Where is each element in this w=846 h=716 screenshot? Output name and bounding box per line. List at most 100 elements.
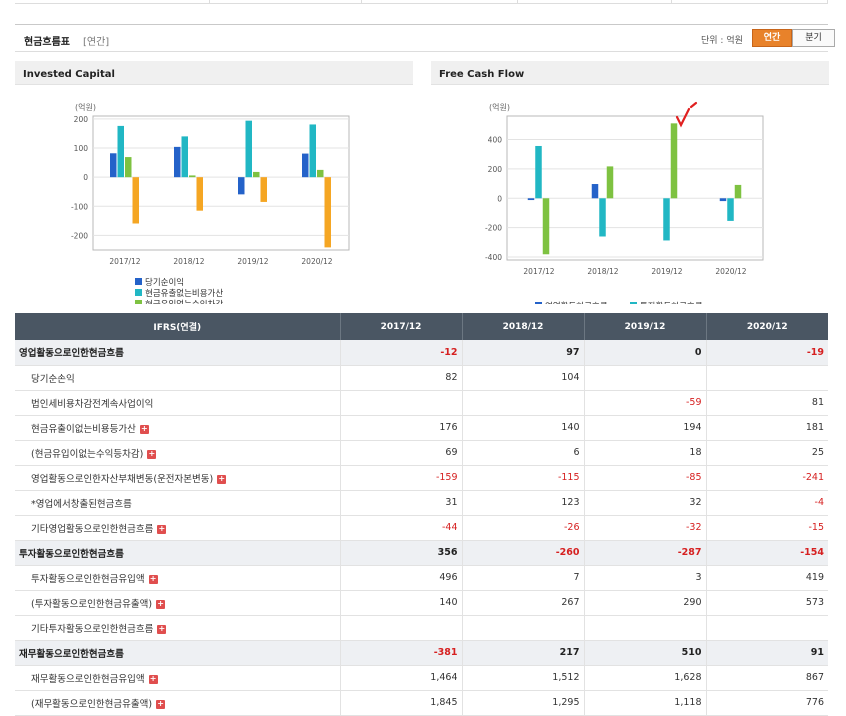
row-label: 투자활동으로인한현금유입액 (31, 573, 145, 585)
value-cell: 1,464 (339, 665, 462, 691)
value-cell: 7 (461, 565, 584, 591)
table-row: 법인세비용차감전계속사업이익 -59 81 (15, 390, 828, 416)
bar (317, 169, 324, 178)
header-period: 2017/12 (339, 313, 462, 340)
expand-plus-icon[interactable]: + (156, 698, 166, 709)
y-tick-label: 100 (74, 144, 89, 153)
value-cell: 1,628 (583, 665, 706, 691)
value-cell: 1,295 (461, 690, 584, 716)
legend-swatch (630, 302, 637, 304)
table-row: 재무활동으로인한현금유입액 +1,464 1,512 1,628 867 (15, 665, 828, 691)
value-cell: 31 (339, 490, 462, 516)
value-cell: 356 (339, 540, 462, 566)
table-row: 영업활동으로인한자산부채변동(운전자본변동) + -159 -115 -85 -241 (15, 465, 828, 491)
legend-label: 영업활동현금흐름 (545, 301, 608, 304)
value-cell: 867 (705, 665, 828, 691)
expand-plus-icon[interactable]: + (157, 623, 167, 634)
bar (606, 166, 614, 199)
value-cell: 81 (705, 390, 828, 416)
expand-plus-icon[interactable]: + (139, 423, 149, 434)
x-tick-label: 2020/12 (715, 267, 746, 276)
x-tick-label: 2017/12 (109, 257, 140, 266)
value-cell: 181 (705, 415, 828, 441)
value-cell: -241 (705, 465, 828, 491)
y-tick-label: -400 (485, 253, 502, 262)
bar (542, 198, 550, 255)
value-cell: 18 (583, 440, 706, 466)
row-label: 기타영업활동으로인한현금흐름 (31, 523, 154, 535)
table-row: (투자활동으로인한현금유출액) +140 267 290 573 (15, 590, 828, 616)
section-subtitle: [연간] (83, 37, 110, 48)
table-row: 당기순손익 82 104 (15, 365, 828, 391)
table-row: (재무활동으로인한현금유출액) +1,845 1,295 1,118 776 (15, 690, 828, 716)
y-tick-label: 400 (488, 136, 503, 145)
value-cell: 1,845 (339, 690, 462, 716)
y-tick-label: 200 (74, 115, 89, 124)
x-tick-label: 2017/12 (523, 267, 554, 276)
value-cell: -44 (339, 515, 462, 541)
row-label: 영업활동으로인한자산부채변동(운전자본변동) (31, 473, 214, 485)
expand-plus-icon[interactable]: + (217, 473, 227, 484)
value-cell: 25 (705, 440, 828, 466)
x-tick-label: 2018/12 (173, 257, 204, 266)
row-label-cell: 재무활동으로인한현금유입액 + (15, 665, 340, 691)
bar (253, 171, 260, 178)
bar (527, 198, 535, 201)
table-header-row: IFRS(연결) 2017/12 2018/12 2019/12 2020/12 (15, 313, 828, 340)
expand-plus-icon[interactable]: + (156, 598, 166, 609)
value-cell: -4 (705, 490, 828, 516)
row-label-cell: 영업활동으로인한자산부채변동(운전자본변동) + (15, 465, 340, 491)
row-label: (현금유입이없는수익등차감) (31, 448, 144, 460)
expand-plus-icon[interactable]: + (157, 523, 167, 534)
bar (181, 136, 188, 178)
value-cell (461, 615, 584, 641)
value-cell: -287 (583, 540, 706, 566)
expand-plus-icon[interactable]: + (147, 448, 157, 459)
table-row: 현금유출이없는비용등가산 +176 140 194 181 (15, 415, 828, 441)
table-row-total: 투자활동으로인한현금흐름 356 -260 -287 -154 (15, 540, 828, 566)
table-body: 영업활동으로인한현금흐름 -12 97 0 -19 당기순손익 82 104 법인세비용차감전계… (15, 340, 828, 716)
bar (535, 145, 542, 199)
row-label: (재무활동으로인한현금유출액) (31, 698, 153, 710)
value-cell: 510 (583, 640, 706, 666)
value-cell: 140 (339, 590, 462, 616)
table-row: *영업에서창출된현금흐름 31 123 32 -4 (15, 490, 828, 516)
value-cell: 776 (705, 690, 828, 716)
bar (196, 177, 203, 211)
value-cell: 104 (461, 365, 584, 391)
value-cell: -15 (705, 515, 828, 541)
y-axis-label: (억원) (75, 102, 96, 112)
tab-quarter[interactable]: 분기 (792, 29, 835, 47)
legend-item: 영업활동현금흐름 (535, 301, 608, 304)
value-cell: -85 (583, 465, 706, 491)
expand-plus-icon[interactable]: + (148, 573, 158, 584)
y-tick-label: -200 (71, 231, 88, 240)
row-label: (투자활동으로인한현금유출액) (31, 598, 153, 610)
y-tick-label: -100 (71, 202, 88, 211)
value-cell: 496 (339, 565, 462, 591)
y-axis-label: (억원) (489, 102, 510, 112)
legend-label: 당기순이익 (145, 277, 184, 288)
bar (599, 198, 606, 237)
table-row: 기타투자활동으로인한현금흐름 + (15, 615, 828, 641)
value-cell: 267 (461, 590, 584, 616)
table-row: 기타영업활동으로인한현금흐름 + -44 -26 -32 -15 (15, 515, 828, 541)
header-period: 2018/12 (461, 313, 584, 340)
bar (309, 124, 316, 178)
row-label-cell: 투자활동으로인한현금유입액 + (15, 565, 340, 591)
tab-annual[interactable]: 연간 (752, 29, 792, 47)
bar (117, 125, 124, 178)
bar (302, 153, 309, 178)
row-label-cell: *영업에서창출된현금흐름 (15, 490, 340, 516)
bar (174, 146, 181, 178)
x-tick-label: 2018/12 (587, 267, 618, 276)
y-tick-label: 200 (488, 165, 503, 174)
row-label-cell: (투자활동으로인한현금유출액) + (15, 590, 340, 616)
value-cell: -26 (461, 515, 584, 541)
value-cell (339, 390, 462, 416)
value-cell: -19 (705, 340, 828, 366)
value-cell (339, 615, 462, 641)
row-label-cell: 투자활동으로인한현금흐름 (15, 540, 340, 566)
table-row-total: 영업활동으로인한현금흐름 -12 97 0 -19 (15, 340, 828, 366)
expand-plus-icon[interactable]: + (148, 673, 158, 684)
